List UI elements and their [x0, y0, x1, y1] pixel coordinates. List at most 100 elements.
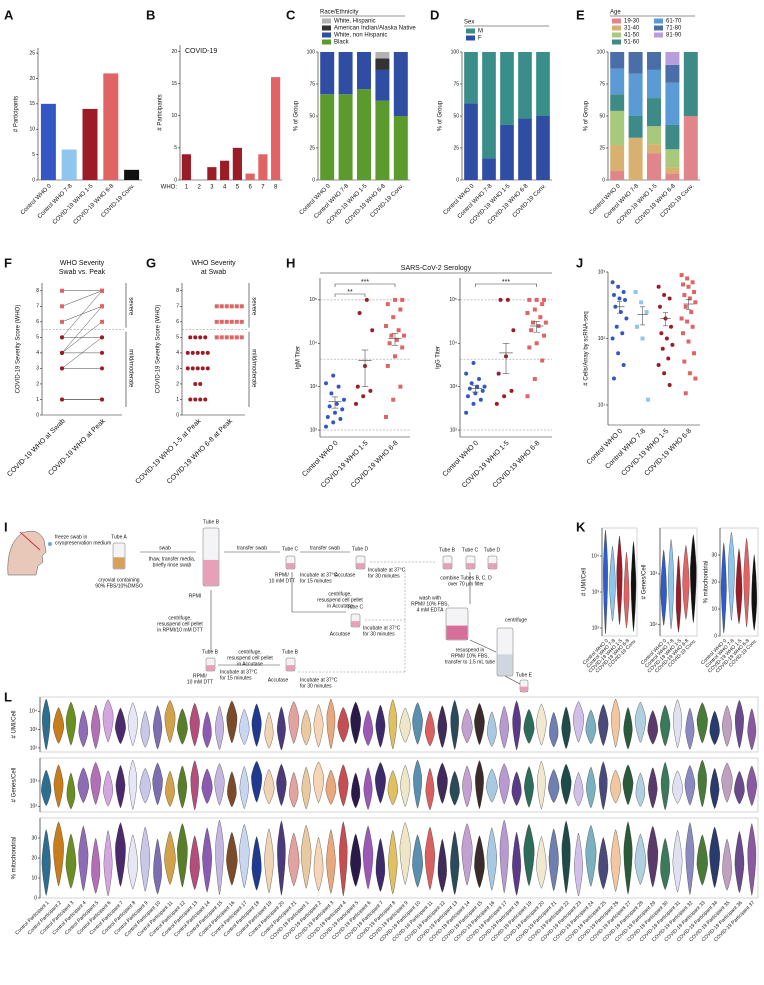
point	[396, 328, 401, 333]
point	[205, 350, 210, 355]
violin	[536, 703, 547, 746]
violin	[475, 760, 484, 810]
x-axis-label: WHO:	[161, 185, 178, 191]
diagram-label: briefly rinse swab	[153, 562, 192, 568]
violin	[511, 771, 522, 806]
y-tick-label: 50	[309, 113, 315, 119]
point	[60, 366, 64, 371]
x-tick-label: 2	[197, 185, 201, 191]
point	[534, 297, 539, 302]
violin	[152, 762, 163, 806]
y-tick-label: 10	[29, 127, 35, 133]
chart-title: WHO Severity	[191, 260, 236, 267]
diagram-label: centrifuge,	[168, 615, 191, 621]
violin	[214, 763, 225, 806]
bar-segment	[665, 52, 680, 65]
violin	[313, 836, 324, 892]
point	[534, 341, 539, 346]
violin	[140, 826, 151, 893]
violin	[720, 542, 727, 634]
violin	[524, 766, 534, 808]
y-axis-label: # Genes/Cell	[12, 768, 18, 803]
legend-title: Sex	[464, 20, 474, 26]
violin	[437, 762, 448, 804]
point	[387, 341, 392, 346]
diagram-label: Incubate at 37°C	[300, 572, 338, 578]
point	[100, 335, 104, 340]
violin	[424, 826, 436, 891]
legend-label: 31-40	[624, 26, 640, 32]
violin	[499, 819, 509, 893]
tube-liquid	[286, 563, 295, 569]
violin	[437, 705, 448, 749]
point	[662, 371, 667, 376]
violin	[630, 541, 637, 632]
bar-segment	[610, 68, 625, 95]
x-tick-label: 8	[274, 185, 278, 191]
legend-swatch	[322, 39, 331, 45]
diagram-label: for 30 minutes	[363, 631, 395, 637]
point	[389, 333, 394, 338]
point	[529, 328, 534, 333]
legend-label: Black	[334, 40, 350, 46]
chart-subtitle: Swab vs. Peak	[59, 269, 106, 276]
y-axis-label: % mitochondrial	[704, 561, 710, 604]
bar-segment	[357, 52, 371, 90]
diagram-label: for 15 minutes	[220, 675, 252, 681]
violin	[226, 700, 238, 744]
diagram-label: centrifuge	[505, 617, 527, 623]
diagram-label: Tube E	[516, 672, 533, 678]
point	[203, 335, 208, 340]
point	[680, 331, 685, 336]
violin	[153, 838, 162, 895]
violin	[91, 704, 101, 750]
point	[687, 296, 692, 301]
point	[624, 316, 629, 321]
violin	[189, 835, 200, 891]
bar-segment	[665, 82, 680, 125]
violin	[747, 708, 757, 751]
violin	[78, 825, 89, 892]
point	[690, 280, 695, 285]
chart-title: WHO Severity	[60, 260, 105, 267]
bar	[40, 103, 56, 180]
point	[205, 366, 210, 371]
point	[692, 351, 697, 356]
bar-segment	[610, 171, 625, 180]
x-tick-label: 4	[223, 185, 227, 191]
diagram-label: Tube D	[484, 547, 501, 553]
violin	[660, 704, 671, 747]
y-tick-label: 0	[456, 177, 459, 183]
point	[614, 324, 619, 329]
violin	[90, 761, 101, 805]
violin	[165, 770, 175, 807]
diagram-label: Tube B	[203, 519, 220, 525]
point	[338, 416, 343, 421]
violin	[41, 769, 52, 806]
point	[664, 336, 669, 341]
violin	[42, 698, 51, 751]
violin	[413, 759, 422, 809]
significance-bracket	[334, 283, 396, 287]
panel-letter: A	[4, 7, 14, 22]
violin	[746, 765, 757, 807]
point	[229, 335, 234, 340]
y-tick-label: 10³	[30, 778, 38, 784]
legend-label: White, Hispanic	[334, 19, 376, 25]
y-tick-label: 1	[176, 397, 179, 403]
violin	[487, 711, 497, 747]
diagram-label: transfer to 1.5 mL tube	[445, 659, 495, 665]
tube-liquid	[466, 563, 475, 569]
bar-segment	[500, 124, 514, 180]
violin	[289, 771, 299, 808]
diagram-label: for 30 minutes	[300, 683, 332, 689]
y-tick-label: 10²	[650, 622, 658, 628]
point	[667, 296, 672, 301]
violin	[634, 701, 646, 743]
violin	[660, 761, 670, 811]
point	[100, 350, 104, 355]
diagram-label: centrifuge,	[328, 591, 351, 597]
point	[342, 397, 346, 402]
violin	[412, 702, 423, 745]
y-tick-label: 0	[34, 895, 37, 901]
